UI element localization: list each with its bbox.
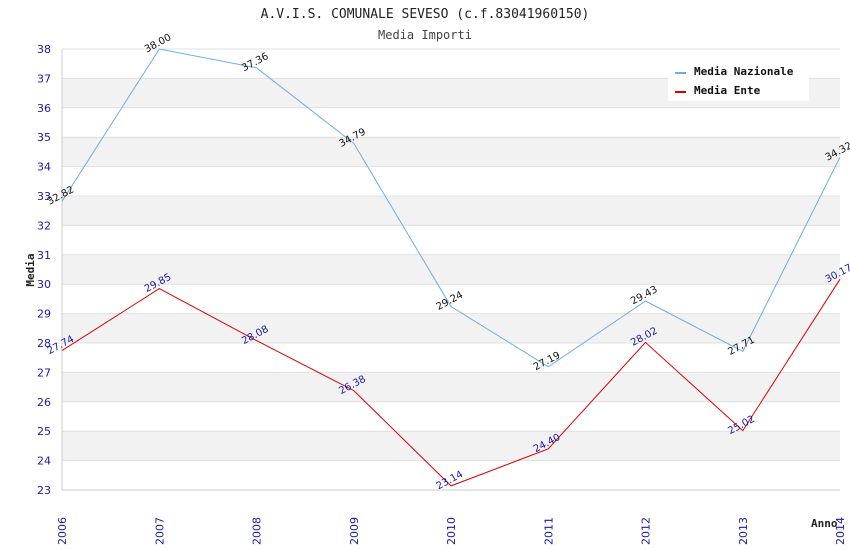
legend: Media Nazionale Media Ente bbox=[668, 60, 809, 101]
x-tick-label: 2006 bbox=[56, 517, 69, 545]
grid-band bbox=[62, 431, 840, 461]
y-tick-label: 31 bbox=[37, 249, 51, 262]
y-tick-label: 33 bbox=[37, 190, 51, 203]
x-axis-label: Anno bbox=[811, 517, 838, 530]
x-tick-label: 2012 bbox=[640, 517, 653, 545]
y-tick-label: 24 bbox=[37, 455, 51, 468]
x-tick-label: 2013 bbox=[737, 517, 750, 545]
y-tick-label: 30 bbox=[37, 278, 51, 291]
y-tick-label: 28 bbox=[37, 337, 51, 350]
grid-band bbox=[62, 343, 840, 373]
y-tick-label: 29 bbox=[37, 308, 51, 321]
legend-label-media-ente: Media Ente bbox=[694, 84, 761, 97]
grid-band bbox=[62, 284, 840, 314]
y-tick-label: 35 bbox=[37, 131, 51, 144]
y-tick-label: 26 bbox=[37, 396, 51, 409]
y-axis-ticks: 23 24 25 26 27 28 29 30 31 32 33 34 35 36 37 38 bbox=[37, 43, 51, 497]
grid-band bbox=[62, 313, 840, 343]
legend-box bbox=[668, 60, 809, 101]
chart-subtitle: Media Importi bbox=[378, 28, 472, 42]
y-tick-label: 32 bbox=[37, 219, 51, 232]
x-tick-label: 2007 bbox=[153, 517, 166, 545]
x-tick-label: 2014 bbox=[834, 517, 847, 545]
grid-band bbox=[62, 460, 840, 490]
grid-band bbox=[62, 254, 840, 285]
x-tick-label: 2010 bbox=[445, 517, 458, 545]
y-tick-label: 36 bbox=[37, 102, 51, 115]
x-axis-ticks: 2006 2007 2008 2009 2010 2011 2012 2013 2014 bbox=[56, 517, 847, 545]
y-tick-label: 27 bbox=[37, 366, 51, 379]
y-tick-label: 38 bbox=[37, 43, 51, 56]
series-line-media-ente bbox=[61, 278, 841, 487]
grid-band bbox=[62, 401, 840, 432]
grid-band bbox=[62, 196, 840, 226]
legend-label-media-nazionale: Media Nazionale bbox=[694, 65, 794, 78]
y-tick-label: 25 bbox=[37, 425, 51, 438]
grid-band bbox=[62, 166, 840, 196]
x-tick-label: 2008 bbox=[251, 517, 264, 545]
grid-band bbox=[62, 137, 840, 167]
grid-band bbox=[62, 107, 840, 138]
x-tick-label: 2011 bbox=[542, 517, 555, 545]
y-tick-label: 37 bbox=[37, 72, 51, 85]
y-tick-label: 23 bbox=[37, 484, 51, 497]
series-line-media-nazionale bbox=[61, 48, 841, 368]
series-lines bbox=[61, 48, 841, 487]
grid-band bbox=[62, 225, 840, 255]
chart-title: A.V.I.S. COMUNALE SEVESO (c.f.8304196015… bbox=[261, 7, 590, 22]
x-tick-label: 2009 bbox=[348, 517, 361, 545]
grid-bands bbox=[61, 48, 840, 491]
y-tick-label: 34 bbox=[37, 161, 51, 174]
y-axis-label: Media bbox=[24, 253, 37, 286]
grid-band bbox=[62, 372, 840, 402]
